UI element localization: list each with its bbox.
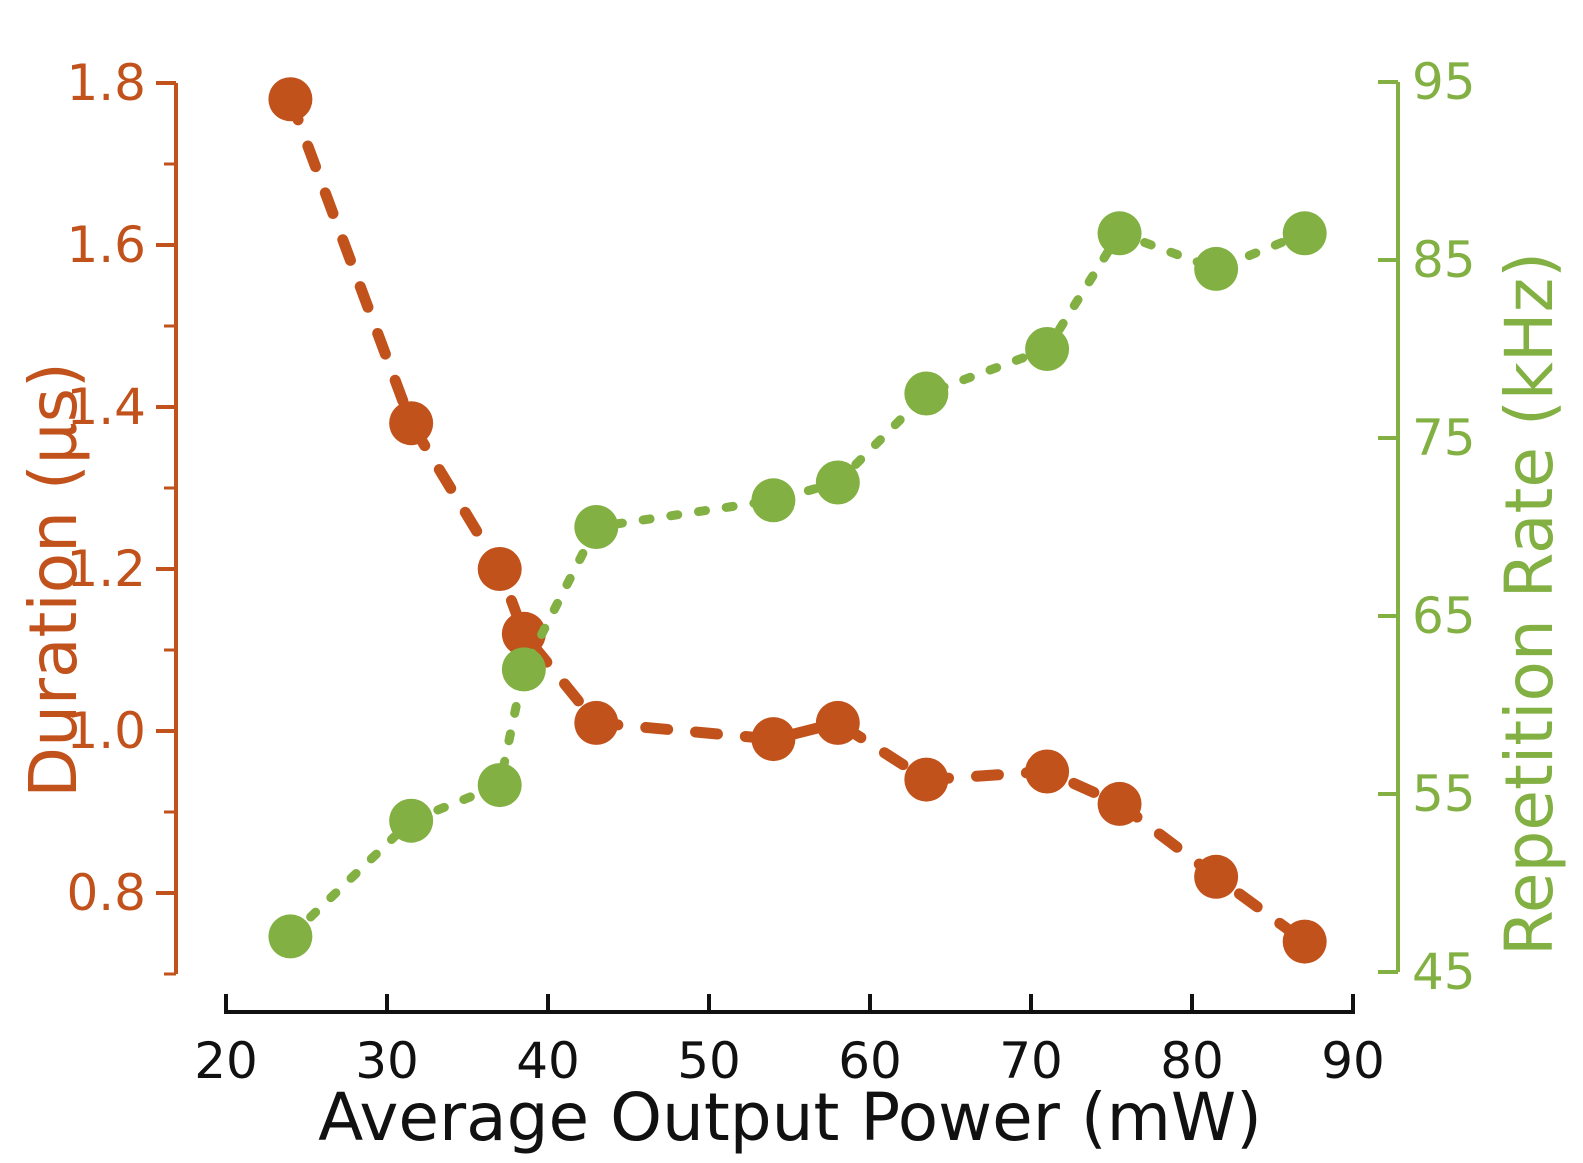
repetition-rate-marker [268, 914, 313, 959]
duration-marker [815, 700, 860, 745]
duration-marker [1097, 781, 1142, 826]
repetition-rate-marker [1282, 211, 1327, 256]
right-tick-label: 75 [1412, 409, 1476, 467]
duration-marker [389, 401, 434, 446]
repetition-rate-marker [477, 763, 522, 808]
left-tick-label: 1.0 [66, 702, 146, 760]
x-tick-label: 50 [677, 1032, 741, 1090]
x-tick-label: 30 [355, 1032, 419, 1090]
left-tick-label: 1.6 [66, 216, 146, 274]
left-axis-title: Duration (µs) [15, 362, 92, 798]
x-tick-label: 80 [1160, 1032, 1224, 1090]
left-tick-label: 1.2 [66, 540, 146, 598]
duration-marker [1282, 919, 1327, 964]
right-tick-label: 45 [1412, 943, 1476, 1001]
right-tick-label: 55 [1412, 765, 1476, 823]
repetition-rate-marker [1025, 327, 1070, 371]
duration-marker [477, 547, 522, 591]
right-y-axis: 95 85 75 65 55 45 [1378, 53, 1476, 1001]
duration-marker [501, 611, 546, 656]
right-tick-label: 65 [1412, 587, 1476, 645]
duration-marker [1194, 854, 1239, 899]
x-tick-label: 70 [999, 1032, 1063, 1090]
x-axis: 20 30 40 50 60 70 80 90 [194, 994, 1385, 1090]
repetition-rate-marker [904, 371, 949, 416]
repetition-rate-marker [574, 505, 619, 549]
duration-marker [574, 700, 619, 745]
duration-marker [751, 717, 796, 762]
duration-marker [268, 77, 313, 122]
right-tick-label: 95 [1412, 53, 1476, 111]
left-tick-label: 1.4 [66, 378, 146, 436]
repetition-rate-marker [815, 460, 860, 505]
duration-line [284, 93, 1311, 948]
repetition-rate-marker [1097, 211, 1142, 256]
series-layer [268, 77, 1327, 964]
duration-marker [1025, 749, 1070, 794]
x-tick-label: 20 [194, 1032, 258, 1090]
left-y-axis: 1.8 1.6 1.4 1.2 1.0 0.8 [66, 54, 178, 976]
repetition-rate-marker [501, 647, 546, 692]
repetition-rate-marker [389, 798, 434, 843]
x-axis-title: Average Output Power (mW) [318, 1079, 1262, 1156]
right-axis-title: Repetition Rate (kHz) [1491, 252, 1568, 956]
left-tick-label: 0.8 [66, 864, 146, 922]
repetition-rate-marker [1194, 246, 1239, 291]
x-tick-label: 90 [1321, 1032, 1385, 1090]
repetition-rate-marker [751, 478, 796, 523]
duration-marker [904, 757, 949, 802]
right-tick-label: 85 [1412, 231, 1476, 289]
repetition-rate-line [285, 227, 1310, 941]
left-tick-label: 1.8 [66, 54, 146, 112]
x-tick-label: 40 [516, 1032, 580, 1090]
x-tick-label: 60 [838, 1032, 902, 1090]
